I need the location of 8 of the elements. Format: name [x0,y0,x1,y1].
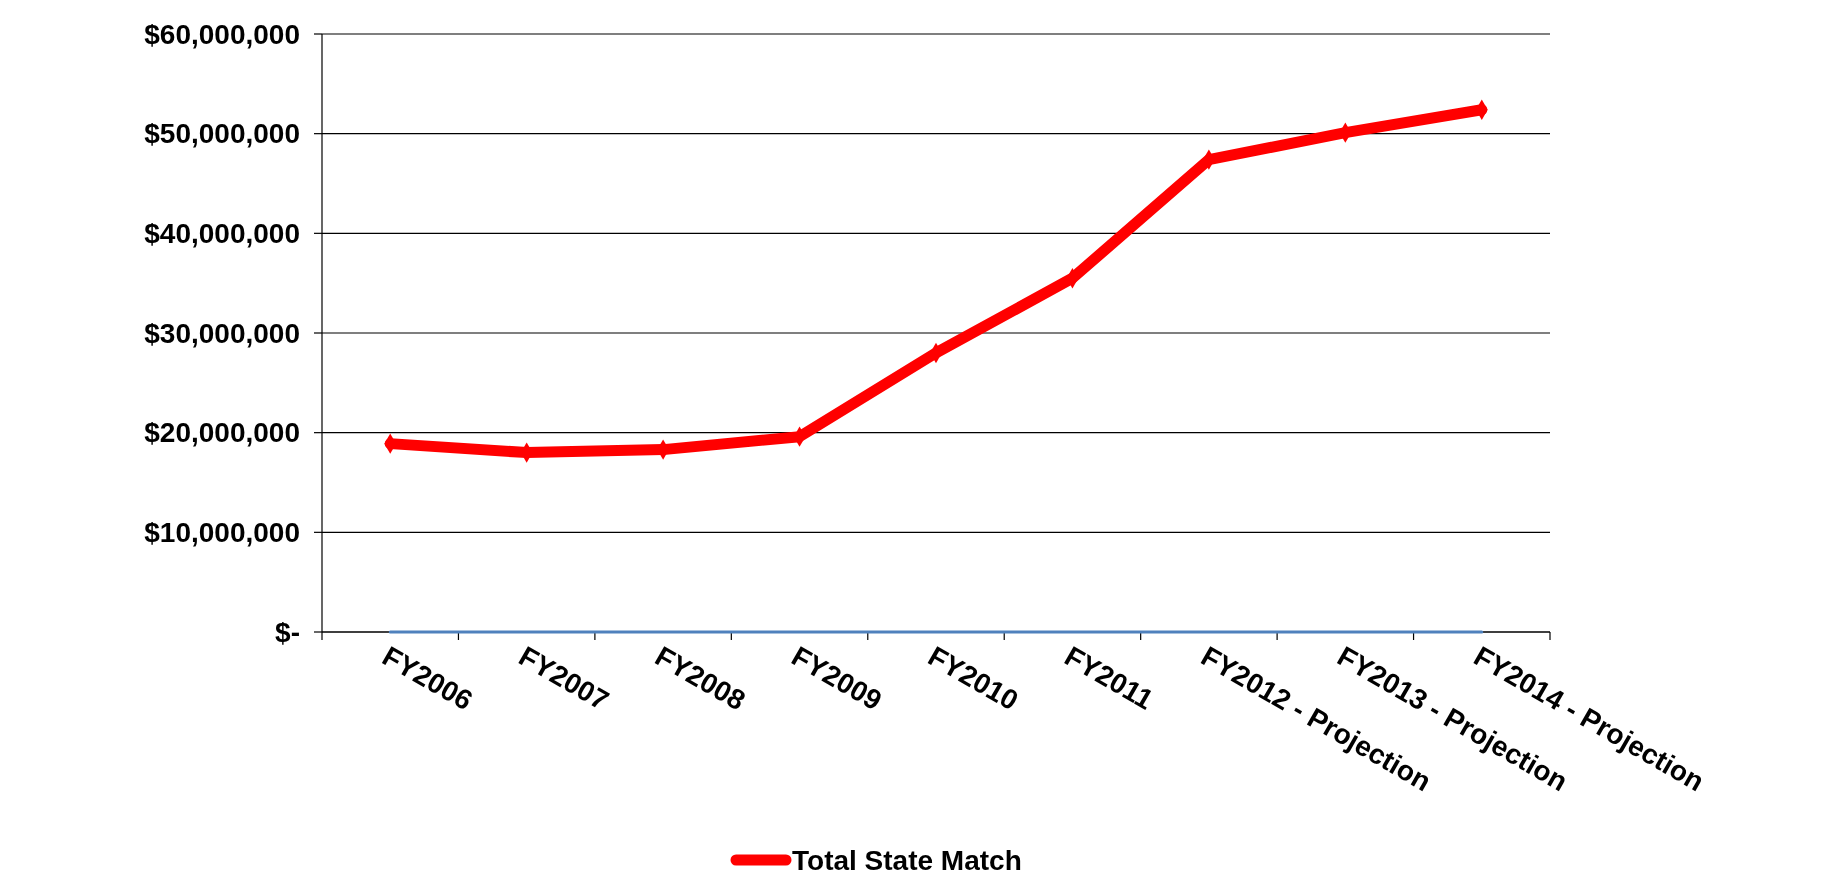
y-tick-label: $20,000,000 [144,417,300,449]
y-tick-label: $40,000,000 [144,218,300,250]
y-tick-label: $60,000,000 [144,18,300,50]
y-tick-label: $30,000,000 [144,317,300,349]
legend-label: Total State Match [792,844,1022,876]
y-tick-label: $50,000,000 [144,118,300,150]
y-tick-label: $- [275,616,300,648]
y-tick-label: $10,000,000 [144,517,300,549]
